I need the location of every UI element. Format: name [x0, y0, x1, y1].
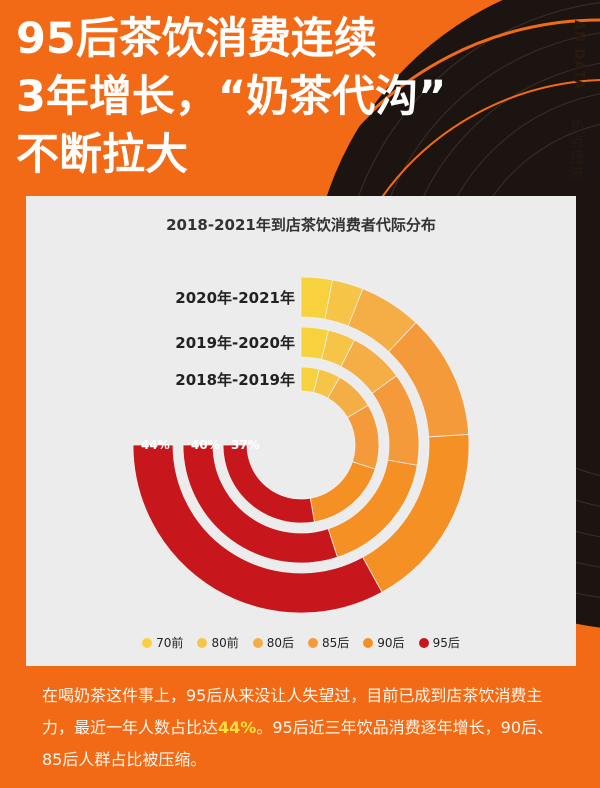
- legend-dot: [418, 637, 429, 648]
- legend-dot: [197, 637, 208, 648]
- headline-line-3: 不断拉大: [16, 130, 188, 180]
- radial-bar-chart: 2020年-2021年 44% 2019年-2020年 40% 2018年-2019年 3…: [132, 276, 470, 614]
- legend-label: 80后: [266, 636, 294, 650]
- arc-segment-1-5: [182, 444, 338, 564]
- headline-line-2: 3年增长，“奶茶代沟”: [16, 72, 447, 122]
- legend-label: 90后: [377, 636, 405, 650]
- legend-item: 80前: [197, 634, 239, 651]
- headline-line-1: 95后茶饮消费连续: [16, 14, 377, 64]
- legend-label: 85后: [322, 636, 350, 650]
- legend-dot: [363, 637, 374, 648]
- legend-label: 80前: [211, 636, 239, 650]
- ring-percent-label: 37%: [231, 438, 260, 452]
- legend-dot: [308, 637, 318, 648]
- legend-dot: [252, 637, 263, 648]
- ring-percent-label: 40%: [191, 438, 220, 452]
- arc-segment-0-5: [132, 444, 383, 614]
- ring-year-label: 2019年-2020年: [175, 334, 295, 352]
- headline: 95后茶饮消费连续 3年增长，“奶茶代沟” 不断拉大: [16, 10, 486, 184]
- ring-year-label: 2020年-2021年: [175, 289, 295, 307]
- summary-text-before: 在喝奶茶这件事上，95后从来没让人失望过，目前已成到店茶饮消费主力，最近一年人数…: [42, 686, 543, 737]
- ring-year-label: 2018年-2019年: [175, 371, 295, 389]
- legend-item: 90后: [363, 634, 405, 651]
- legend-item: 70前: [142, 634, 183, 651]
- side-subtag: 热点经济: [568, 118, 584, 182]
- arc-segment-1-3: [371, 375, 420, 466]
- summary-text: 在喝奶茶这件事上，95后从来没让人失望过，目前已成到店茶饮消费主力，最近一年人数…: [26, 666, 576, 788]
- summary-highlight: 44%: [218, 718, 257, 737]
- arc-segment-2-5: [222, 444, 315, 524]
- legend-item: 80后: [252, 634, 294, 651]
- arc-segment-2-3: [346, 404, 380, 470]
- ring-percent-label: 44%: [141, 438, 170, 452]
- chart-title: 2018-2021年到店茶饮消费者代际分布: [166, 216, 436, 234]
- legend-dot: [142, 637, 153, 648]
- legend-label: 70前: [156, 636, 184, 650]
- legend-item: 95后: [418, 634, 460, 651]
- chart-panel: 2018-2021年到店茶饮消费者代际分布 2020年-2021年 44% 2019…: [26, 196, 576, 666]
- summary-text-after: 。95后近三年饮品消费逐年增长，90后、85后人群占比被压缩。: [42, 718, 554, 769]
- legend-item: 85后: [308, 634, 349, 651]
- side-tag: AN DATA: [571, 20, 586, 91]
- chart-legend: 70前 80前 80后 85后 90后 95后: [26, 634, 576, 651]
- legend-label: 95后: [432, 636, 460, 650]
